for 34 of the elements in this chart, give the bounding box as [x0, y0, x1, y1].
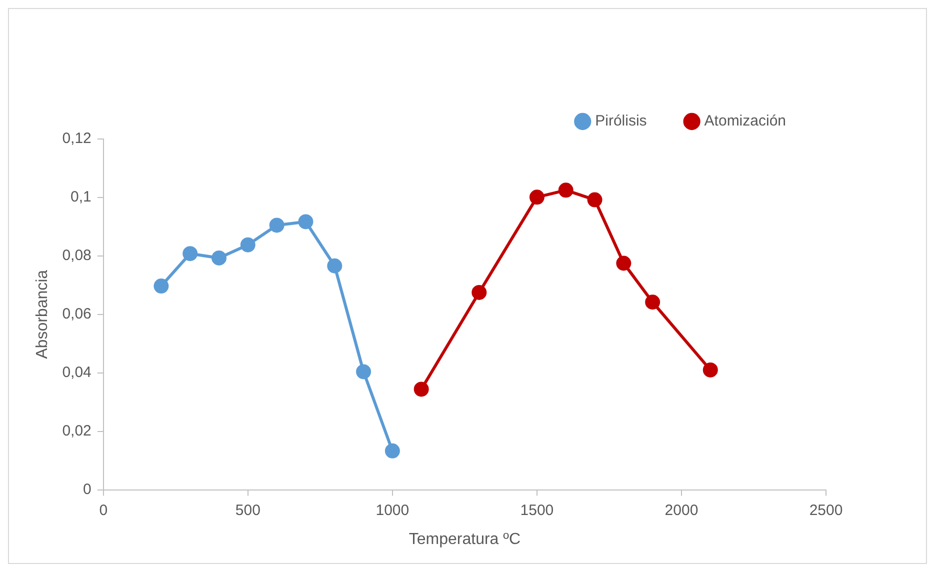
y-tick-label: 0: [83, 480, 92, 498]
point: [356, 364, 372, 380]
point: [702, 362, 718, 378]
legend-label: Atomización: [704, 112, 786, 130]
x-tick-label: 2000: [664, 502, 698, 519]
x-tick-label: 1000: [376, 502, 410, 519]
point: [529, 190, 544, 205]
point: [558, 182, 574, 198]
x-tick-label: 0: [99, 502, 108, 519]
point: [154, 278, 169, 294]
point: [472, 284, 487, 300]
x-tick-label: 500: [235, 502, 260, 519]
point: [212, 250, 227, 266]
point: [269, 218, 284, 233]
point: [414, 382, 429, 397]
x-tick-label: 1500: [520, 502, 554, 519]
point: [327, 258, 342, 274]
point: [587, 192, 602, 208]
point: [298, 214, 314, 230]
y-tick-label: 0,02: [62, 422, 92, 440]
y-tick-label: 0,04: [62, 364, 92, 382]
point: [384, 443, 400, 458]
point: [182, 246, 198, 262]
y-axis-title: Absorbancia: [34, 270, 52, 359]
point: [645, 294, 660, 310]
x-tick-label: 2500: [809, 502, 843, 519]
y-tick-label: 0,06: [62, 306, 92, 323]
point: [616, 256, 632, 271]
x-axis-title: Temperatura ºC: [408, 530, 521, 548]
legend-label: Pirólisis: [595, 112, 647, 130]
y-tick-label: 0,08: [62, 247, 92, 264]
y-tick-label: 0,1: [70, 188, 92, 206]
point: [240, 237, 256, 252]
y-tick-label: 0,12: [62, 130, 92, 148]
